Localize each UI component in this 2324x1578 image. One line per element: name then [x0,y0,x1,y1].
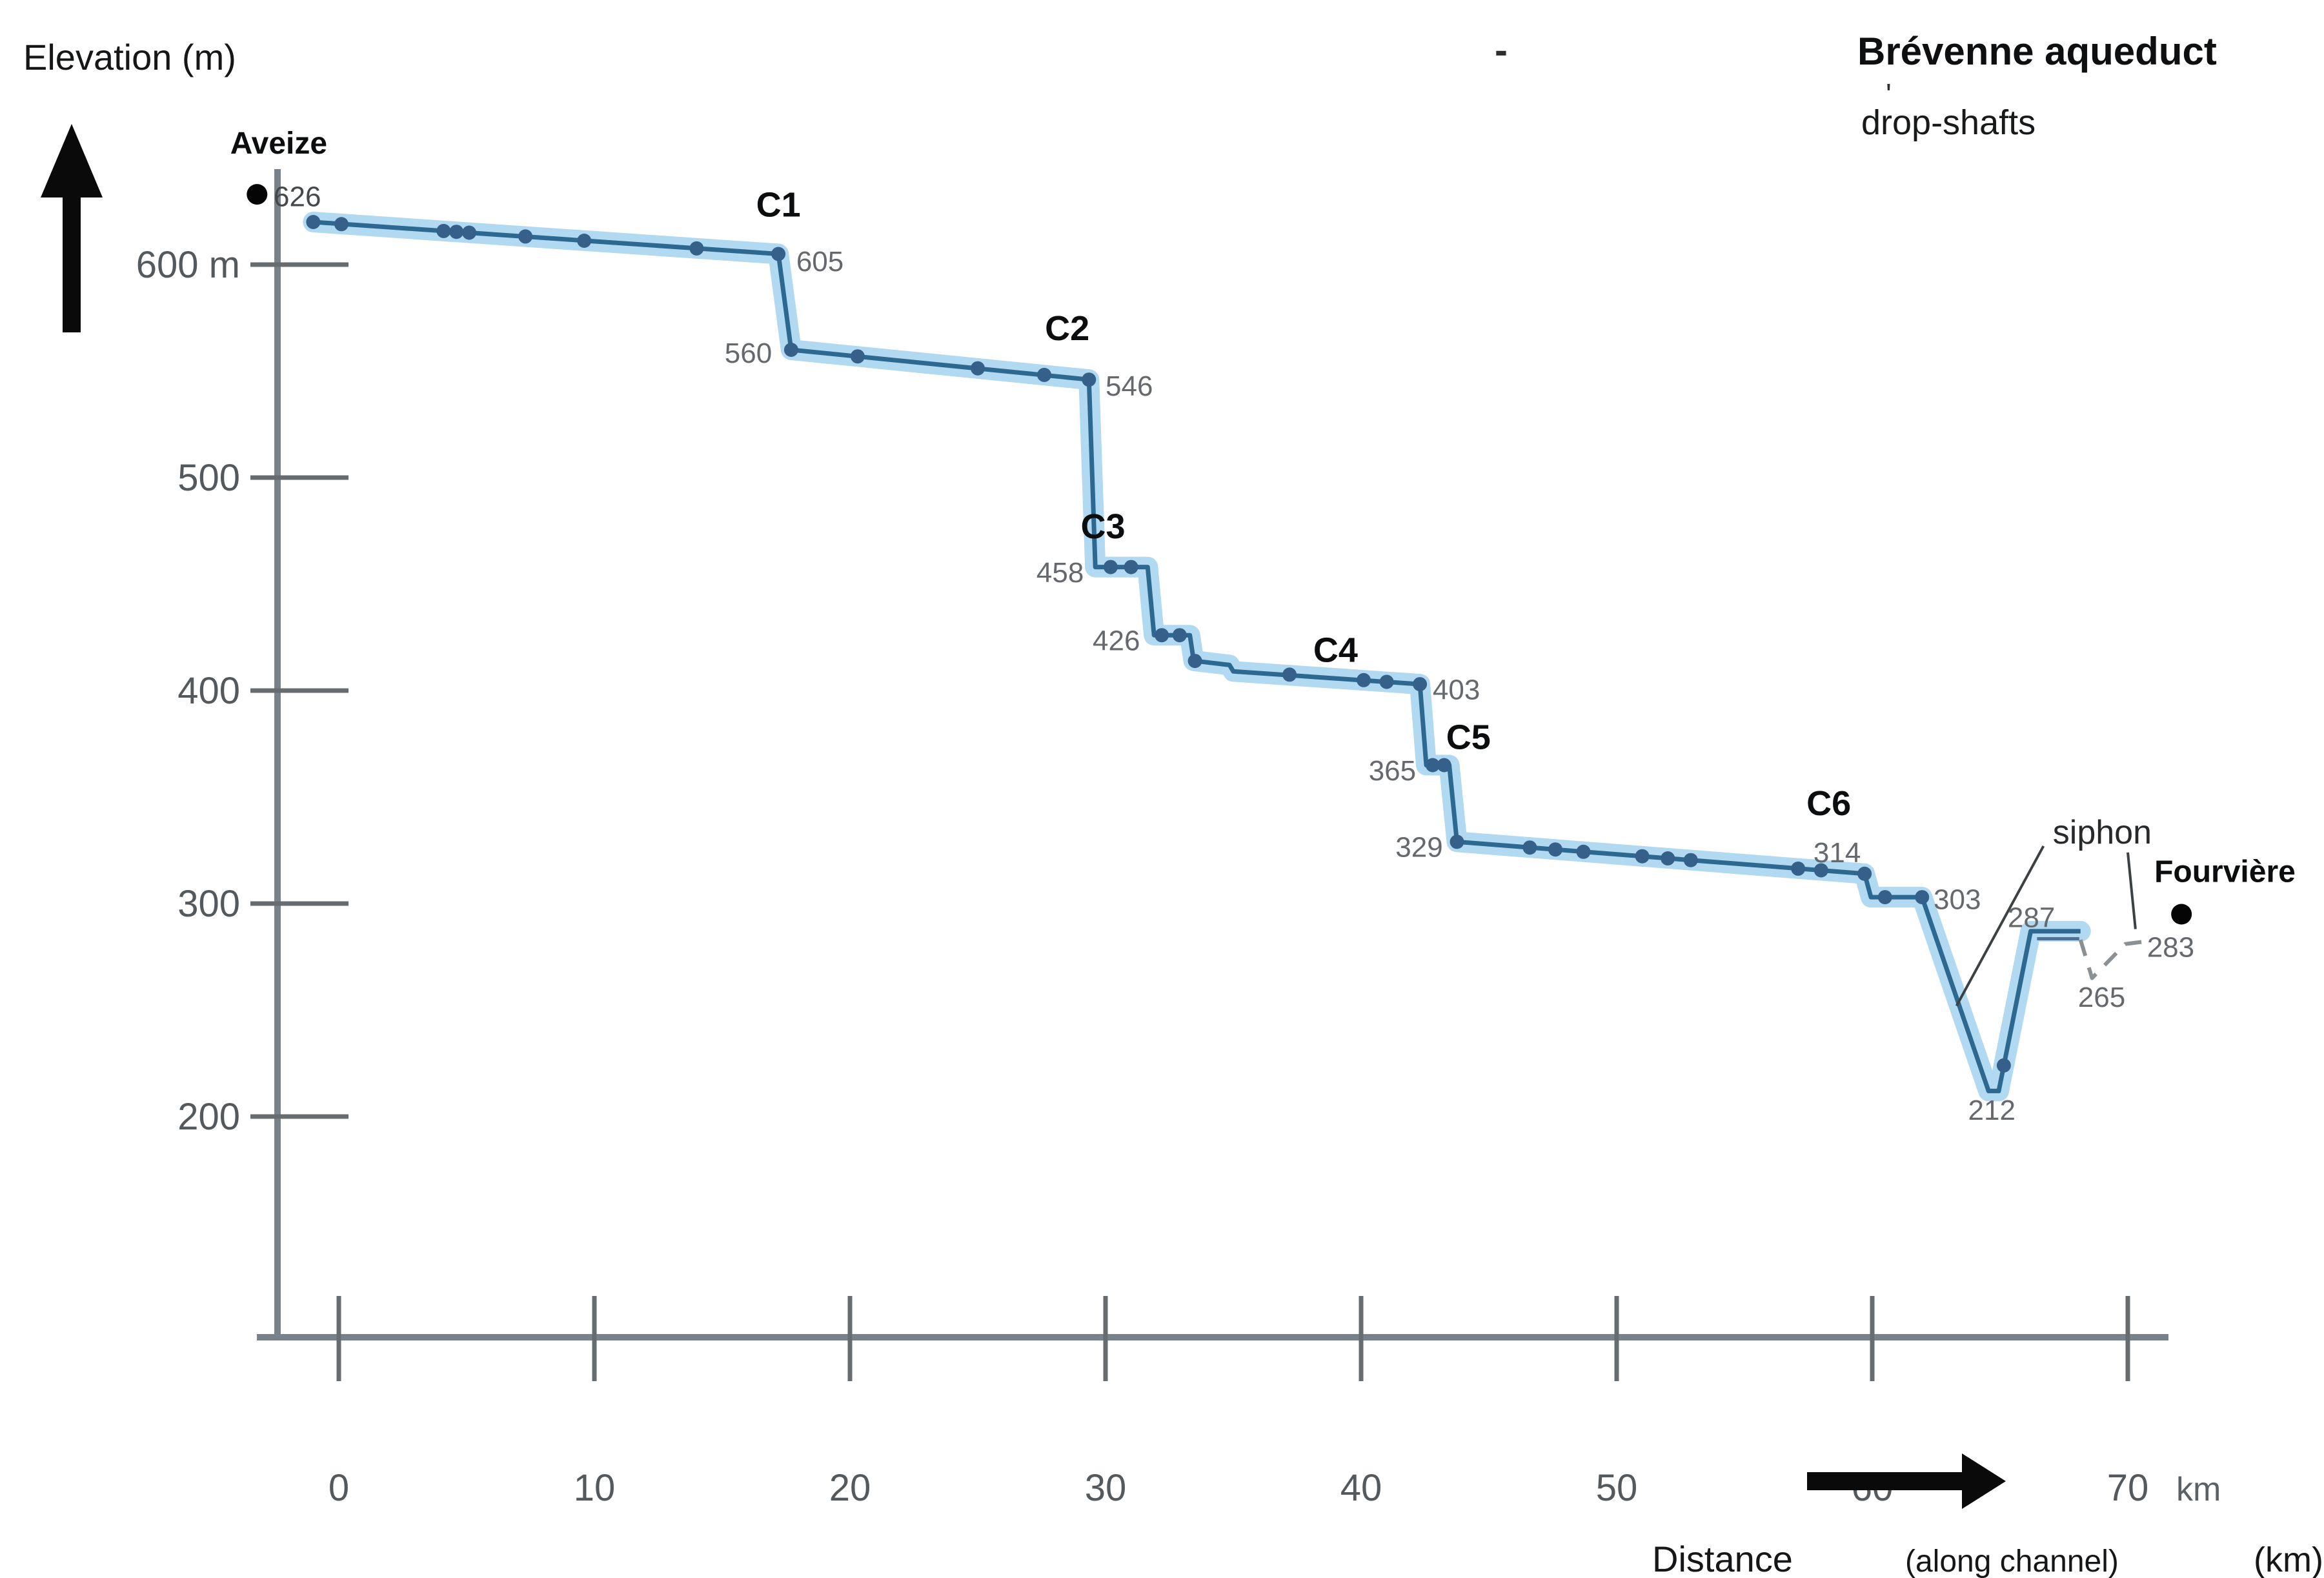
elevation-label-426: 426 [1093,625,1140,656]
profile-marker-dot [306,215,321,229]
profile-marker-dot [971,361,985,376]
x-tick-label-20: 20 [829,1467,871,1509]
elevation-label-403: 403 [1433,674,1480,705]
x-tick-label-10: 10 [574,1467,616,1509]
profile-marker-dot [449,225,464,239]
profile-marker-dot [334,217,349,232]
profile-marker-dot [1814,863,1828,878]
profile-marker-dot [1857,866,1872,881]
x-tick-label-0: 0 [328,1467,349,1509]
profile-marker-dot [1124,560,1138,574]
x-tick-label-40: 40 [1340,1467,1382,1509]
siphon-leader-line-1 [1955,845,2045,1007]
profile-marker-dot [1282,667,1297,682]
profile-marker-dot [783,343,798,357]
aveize-label: Aveize [230,126,327,161]
y-axis-title: Elevation (m) [23,37,236,77]
profile-marker-dot [1379,674,1394,689]
drop-shaft-label-C5: C5 [1446,718,1491,757]
siphon-label: siphon [2053,814,2152,851]
profile-marker-dot [1877,890,1892,905]
drop-shaft-label-C6: C6 [1806,784,1851,823]
elevation-label-303: 303 [1934,884,1981,915]
chart-subtitle: drop-shafts [1861,103,2036,142]
elevation-label-287: 287 [2008,902,2055,933]
elevation-label-365: 365 [1369,755,1416,787]
label-layer: C1 C2 C3 C4 C5 C6 605 560 546 458 426 403 365 329 314 3… [230,126,2296,1126]
profile-marker-dot [518,229,533,244]
profile-marker-dot [1103,560,1118,574]
axis-layer: 600 m500400300200010203040506070 [136,169,2168,1509]
profile-marker-dot [1037,367,1051,382]
profile-marker-dot [1522,840,1537,855]
aveize-dot [247,184,268,205]
profile-marker-dot [1548,842,1562,857]
elevation-label-329: 329 [1395,832,1442,864]
x-axis-title-distance: Distance [1652,1539,1793,1578]
profile-marker-dot [1437,758,1451,773]
profile-marker-dot [577,234,592,248]
profile-marker-dot [1172,628,1187,643]
profile-marker-dot [1187,654,1202,669]
profile-marker-dot [1683,853,1698,867]
fourviere-label: Fourvière [2154,855,2296,889]
elevation-label-546: 546 [1106,370,1153,402]
profile-marker-dot [1661,851,1675,865]
x-axis-title-unit: (km) [2254,1541,2323,1578]
elevation-label-314: 314 [1814,837,1861,869]
x-axis-km-unit: km [2176,1471,2221,1508]
fourviere-dot [2171,904,2192,925]
drop-shaft-label-C4: C4 [1313,631,1358,669]
profile-marker-dot [436,223,451,238]
profile-marker-dot [1791,861,1806,876]
y-tick-label-600: 600 m [136,244,240,286]
y-tick-label-400: 400 [177,670,240,712]
profile-marker-dot [462,225,476,240]
y-tick-label-200: 200 [177,1096,240,1138]
drop-shaft-label-C3: C3 [1081,507,1126,546]
elevation-label-458: 458 [1036,557,1084,589]
profile-marker-dot [1082,372,1096,387]
elevation-label-265: 265 [2078,982,2125,1013]
elevation-up-arrow-icon [41,124,103,332]
profile-marker-dot [1915,890,1930,905]
x-tick-label-30: 30 [1085,1467,1127,1509]
profile-marker-dot [1357,673,1371,687]
profile-marker-dot [689,241,704,256]
elevation-label-283: 283 [2147,932,2194,964]
stray-dash-mark: - [1495,28,1508,72]
siphon-leader-line-2 [2127,852,2137,929]
profile-marker-dot [771,247,786,261]
profile-line [313,219,2081,1093]
profile-marker-dot [1450,835,1464,849]
aveize-elevation-label: 626 [274,181,321,212]
x-tick-label-70: 70 [2107,1467,2149,1509]
y-tick-label-300: 300 [177,883,240,925]
profile-marker-dot [1413,677,1428,692]
plot-layer [303,212,2143,1102]
static-text-layer: Elevation (m) Brévenne aqueduct drop-sha… [23,28,2323,1578]
elevation-label-560: 560 [725,338,772,369]
siphon-dashed-line [2078,939,2143,980]
elevation-label-212: 212 [1968,1095,2016,1126]
x-axis-title-qualifier: (along channel) [1905,1544,2119,1578]
elevation-label-605: 605 [796,246,844,278]
profile-marker-dot [1425,758,1440,773]
distance-right-arrow-icon [1807,1453,2006,1509]
drop-shaft-label-C2: C2 [1045,309,1089,348]
x-tick-label-50: 50 [1596,1467,1638,1509]
profile-marker-dot [850,349,865,364]
profile-marker-dot [1155,628,1169,643]
drop-shaft-label-C1: C1 [756,186,801,225]
y-tick-label-500: 500 [177,457,240,499]
chart-title: Brévenne aqueduct [1857,30,2217,73]
profile-marker-dot [1996,1058,2011,1073]
profile-marker-dot [1576,844,1591,859]
profile-marker-dot [1635,849,1650,864]
stray-apostrophe-mark: ' [1886,77,1892,111]
